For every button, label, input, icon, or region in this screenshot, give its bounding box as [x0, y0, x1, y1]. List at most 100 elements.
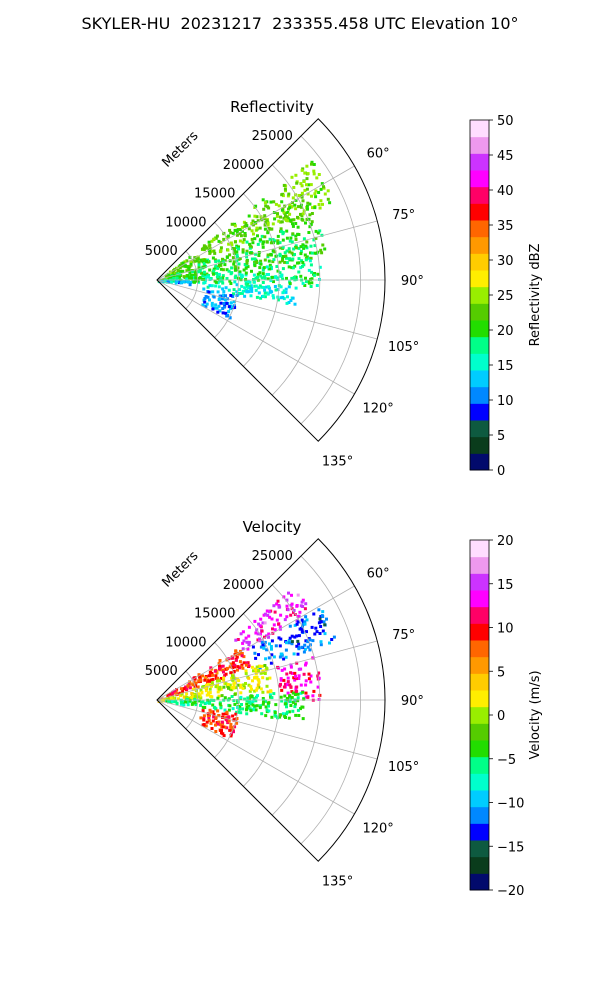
- echo-pixel: [309, 263, 313, 267]
- echo-pixel: [301, 218, 305, 222]
- echo-pixel: [282, 210, 286, 214]
- echo-pixel: [289, 663, 293, 667]
- echo-pixel: [215, 306, 219, 310]
- echo-pixel: [266, 292, 270, 296]
- echo-pixel: [179, 694, 183, 698]
- echo-pixel: [313, 192, 317, 196]
- echo-pixel: [249, 709, 253, 713]
- echo-pixel: [213, 258, 217, 262]
- echo-pixel: [174, 699, 178, 703]
- echo-pixel: [309, 256, 313, 260]
- sector-frame: [156, 538, 386, 862]
- echo-pixel: [279, 677, 283, 681]
- echo-pixel: [197, 270, 201, 274]
- echo-pixel: [309, 251, 312, 255]
- colorbar-segment: [470, 573, 489, 591]
- colorbar-segment: [470, 640, 489, 658]
- echo-pixel: [204, 295, 208, 298]
- echo-pixel: [228, 228, 232, 232]
- echo-pixel: [241, 250, 245, 254]
- echo-pixel: [271, 249, 275, 253]
- echo-pixel: [283, 251, 287, 255]
- echo-pixel: [284, 682, 287, 686]
- echo-pixel: [230, 695, 234, 698]
- echo-pixel: [176, 269, 180, 272]
- echo-pixel: [302, 672, 306, 676]
- echo-pixel: [221, 257, 224, 261]
- echo-pixel: [256, 638, 260, 642]
- echo-pixel: [257, 685, 261, 689]
- echo-pixel: [263, 214, 267, 218]
- echo-pixel: [300, 645, 304, 649]
- echo-pixel: [267, 610, 271, 614]
- echo-pixel: [310, 281, 314, 285]
- echo-pixel: [188, 686, 192, 690]
- echo-pixel: [262, 266, 266, 270]
- echo-pixel: [269, 241, 273, 245]
- echo-pixel: [225, 726, 229, 730]
- echo-pixel: [300, 193, 304, 197]
- echo-pixel: [258, 271, 262, 275]
- echo-pixel: [214, 716, 218, 720]
- echo-pixel: [276, 239, 280, 243]
- echo-pixel: [275, 618, 279, 622]
- echo-pixel: [259, 274, 263, 278]
- colorbar-segment: [470, 823, 489, 841]
- echo-pixel: [311, 639, 315, 643]
- colorbar-segment: [470, 453, 489, 471]
- echo-pixel: [285, 229, 289, 233]
- echo-pixel: [319, 199, 323, 203]
- echo-pixel: [287, 638, 291, 642]
- echo-pixel: [291, 296, 295, 300]
- echo-pixel: [173, 696, 177, 700]
- echo-pixel: [300, 191, 304, 195]
- echo-pixel: [247, 683, 251, 687]
- echo-pixel: [223, 298, 227, 301]
- echo-pixel: [187, 266, 191, 270]
- echo-pixel: [241, 289, 245, 293]
- echo-pixel: [208, 670, 212, 674]
- echo-pixel: [305, 246, 309, 250]
- echo-pixel: [302, 237, 306, 241]
- echo-pixel: [302, 180, 306, 183]
- echo-pixel: [276, 298, 280, 302]
- echo-pixel: [330, 638, 334, 641]
- echo-pixel: [272, 200, 276, 204]
- echo-pixel: [195, 257, 199, 261]
- echo-pixel: [232, 682, 236, 686]
- echo-pixel: [189, 262, 193, 265]
- echo-pixel: [177, 697, 180, 701]
- echo-pixel: [293, 702, 297, 706]
- echo-pixel: [221, 712, 225, 716]
- radial-axis-label: Meters: [160, 128, 202, 170]
- echo-pixel: [202, 262, 206, 266]
- echo-pixel: [299, 182, 303, 186]
- echo-pixel: [289, 236, 293, 240]
- echo-pixel: [256, 678, 260, 681]
- echo-pixel: [245, 224, 249, 228]
- echo-pixel: [238, 270, 242, 274]
- azimuth-gridline: [156, 640, 378, 701]
- azimuth-tick-label: 105°: [388, 760, 419, 775]
- echo-pixel: [193, 280, 196, 284]
- echo-pixel: [168, 276, 172, 280]
- echo-pixel: [191, 701, 195, 705]
- echo-pixel: [256, 219, 260, 223]
- echo-pixel: [245, 708, 248, 712]
- echo-pixel: [297, 233, 301, 236]
- echo-pixel: [263, 672, 267, 675]
- echo-pixel: [308, 213, 312, 217]
- echo-pixel: [320, 182, 324, 186]
- echo-pixel: [274, 254, 278, 258]
- echo-pixel: [186, 280, 190, 284]
- echo-pixel: [249, 284, 253, 288]
- echo-pixel: [315, 630, 319, 634]
- echo-pixel: [239, 665, 243, 669]
- echo-pixel: [256, 272, 260, 276]
- echo-pixel: [299, 205, 303, 209]
- echo-pixel: [259, 687, 263, 691]
- echo-pixel: [225, 277, 229, 280]
- echo-pixel: [239, 691, 243, 695]
- echo-pixel: [270, 653, 274, 657]
- echo-pixel: [286, 676, 290, 680]
